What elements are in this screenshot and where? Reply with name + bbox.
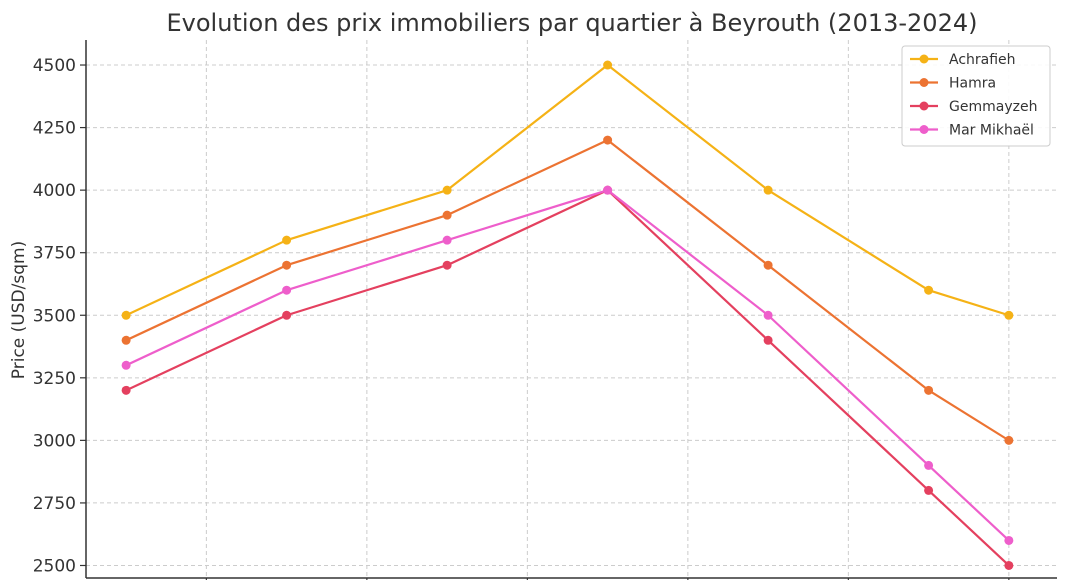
data-point-mar-mikhael	[763, 310, 773, 320]
data-point-achrafieh	[442, 185, 452, 195]
series-line-gemmayzeh	[125, 189, 1010, 567]
data-point-hamra	[282, 260, 292, 270]
data-point-achrafieh	[121, 310, 131, 320]
data-point-mar-mikhael	[603, 185, 613, 195]
legend-swatch-marker	[919, 54, 929, 64]
data-point-hamra	[924, 385, 934, 395]
data-point-hamra	[1004, 435, 1014, 445]
data-point-gemmayzeh	[121, 385, 131, 395]
data-point-achrafieh	[763, 185, 773, 195]
legend-item-hamra: Hamra	[910, 76, 996, 92]
y-tick-label: 2750	[33, 494, 76, 514]
data-point-achrafieh	[1004, 310, 1014, 320]
legend-item-achrafieh: Achrafieh	[910, 52, 1016, 68]
data-point-gemmayzeh	[763, 335, 773, 345]
series-line-mar-mikhael	[125, 189, 1010, 542]
y-axis-label: Price (USD/sqm)	[9, 241, 29, 379]
data-point-gemmayzeh	[1004, 560, 1014, 570]
series-line-hamra	[125, 138, 1010, 442]
legend-swatch-marker	[919, 125, 929, 134]
series-hamra	[121, 135, 1014, 445]
y-tick-label: 4500	[33, 56, 76, 76]
axis-layer: 2500 2750 3000 3250 3500 3750 4000 4250 4500	[33, 40, 1057, 580]
data-point-hamra	[763, 260, 773, 270]
legend-label: Hamra	[949, 76, 996, 92]
legend-swatch-marker	[919, 101, 929, 111]
legend-label: Gemmayzeh	[949, 99, 1037, 115]
series-achrafieh	[121, 60, 1014, 320]
data-point-mar-mikhael	[924, 460, 934, 470]
data-point-gemmayzeh	[282, 310, 292, 320]
legend-label: Achrafieh	[949, 52, 1016, 68]
data-point-gemmayzeh	[442, 260, 452, 270]
y-tick-label: 2500	[33, 556, 76, 576]
data-point-mar-mikhael	[442, 235, 452, 245]
y-tick-label: 3000	[33, 431, 76, 451]
y-tick-label: 4250	[33, 119, 76, 139]
legend-label: Mar Mikhaël	[949, 123, 1034, 139]
data-point-gemmayzeh	[924, 485, 934, 495]
y-tick-label: 3500	[33, 306, 76, 326]
data-point-achrafieh	[282, 235, 292, 245]
data-point-mar-mikhael	[282, 285, 292, 295]
data-point-mar-mikhael	[121, 360, 131, 370]
series-layer	[121, 60, 1014, 570]
legend: Achrafieh Hamra Gemmayzeh Mar Mikhaël	[901, 45, 1051, 147]
legend-box	[901, 45, 1051, 147]
data-point-achrafieh	[603, 60, 613, 70]
data-point-hamra	[442, 210, 452, 220]
legend-item-mar-mikhael: Mar Mikhaël	[910, 123, 1034, 139]
series-mar-mikhael	[121, 185, 1014, 545]
chart-title: Evolution des prix immobiliers par quart…	[167, 9, 978, 37]
y-tick-label: 3250	[33, 369, 76, 389]
grid-layer	[86, 40, 1057, 578]
y-tick-label: 4000	[33, 181, 76, 201]
legend-item-gemmayzeh: Gemmayzeh	[910, 99, 1037, 115]
y-tick-label: 3750	[33, 244, 76, 264]
data-point-achrafieh	[924, 285, 934, 295]
data-point-hamra	[121, 335, 131, 345]
data-point-mar-mikhael	[1004, 535, 1014, 545]
legend-swatch-marker	[919, 78, 929, 87]
data-point-hamra	[603, 135, 613, 145]
